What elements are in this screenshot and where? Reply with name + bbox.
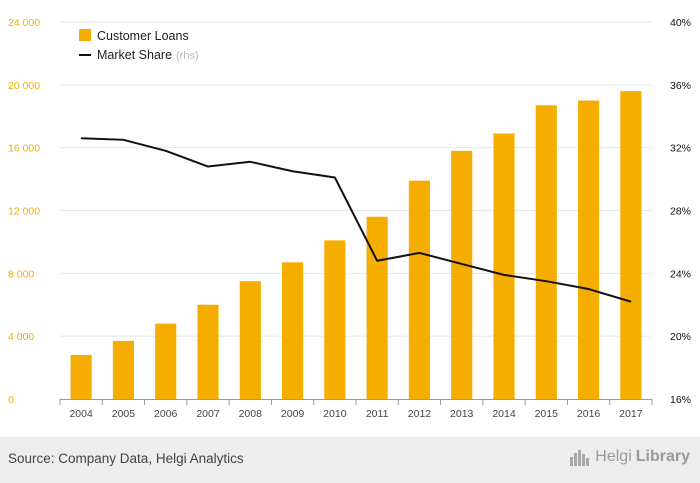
x-tick-label: 2011	[366, 408, 389, 420]
legend-swatch-customer-loans	[79, 29, 91, 41]
bar	[239, 281, 261, 399]
x-tick-label: 2007	[196, 408, 220, 420]
bar	[620, 91, 642, 399]
chart: 0 4 000 8 000 12 000 16 000 20 000 24 000 16% 20…	[8, 17, 691, 420]
y-left-tick-label: 8 000	[8, 268, 34, 280]
bar	[578, 100, 600, 400]
y-left-tick-label: 0	[8, 394, 14, 406]
bar	[197, 304, 219, 399]
market-share-line	[81, 137, 632, 303]
y-left-tick-label: 24 000	[8, 17, 40, 29]
x-tick-label: 2004	[69, 408, 93, 420]
market-share-point	[503, 274, 505, 276]
footer: Source: Company Data, Helgi Analytics He…	[0, 437, 700, 483]
market-share-point	[588, 288, 590, 290]
x-tick-label: 2013	[450, 408, 474, 420]
brand-helgi: Helgi	[595, 448, 632, 465]
x-tick-label: 2008	[239, 408, 263, 420]
legend-suffix-rhs: (rhs)	[176, 50, 199, 62]
bar	[408, 180, 430, 399]
x-tick-label: 2005	[112, 408, 136, 420]
market-share-point	[292, 170, 294, 172]
brand-logo: Helgi Library	[569, 448, 690, 466]
market-share-point	[630, 301, 632, 303]
y-left-tick-label: 16 000	[8, 143, 40, 155]
market-share-point	[207, 166, 209, 168]
legend-label-customer-loans: Customer Loans	[97, 29, 189, 43]
market-share-point	[545, 280, 547, 282]
y-right-tick-label: 36%	[670, 80, 691, 92]
market-share-point	[461, 263, 463, 265]
y-right-tick-label: 16%	[670, 394, 691, 406]
bar	[451, 150, 473, 399]
y-right-tick-label: 32%	[670, 143, 691, 155]
x-tick-label: 2016	[577, 408, 601, 420]
y-left-tick-label: 4 000	[8, 331, 34, 343]
bar	[493, 133, 515, 399]
y-right-tick-label: 40%	[670, 17, 691, 29]
x-tick-label: 2010	[323, 408, 347, 420]
y-right-tick-label: 20%	[670, 331, 691, 343]
legend-label-market-share: Market Share	[97, 48, 172, 62]
bar	[282, 262, 304, 399]
y-left-tick-label: 20 000	[8, 80, 40, 92]
x-tick-label: 2017	[619, 408, 643, 420]
bar	[535, 105, 557, 400]
bar	[366, 216, 388, 399]
market-share-point	[249, 161, 251, 163]
y-right-tick-label: 24%	[670, 268, 691, 280]
bar	[70, 355, 92, 399]
market-share-point	[376, 260, 378, 262]
city-skyline-icon	[570, 450, 590, 466]
bar	[155, 323, 177, 399]
bar	[112, 340, 134, 399]
bar	[324, 240, 346, 399]
x-tick-label: 2015	[535, 408, 559, 420]
x-tick-label: 2012	[408, 408, 432, 420]
brand-library: Library	[635, 448, 690, 465]
x-tick-label: 2006	[154, 408, 178, 420]
y-right-tick-label: 28%	[670, 206, 691, 218]
market-share-point	[334, 177, 336, 179]
market-share-point	[165, 150, 167, 152]
x-tick-label: 2014	[492, 408, 516, 420]
source-text: Source: Company Data, Helgi Analytics	[8, 451, 244, 466]
x-tick-label: 2009	[281, 408, 305, 420]
market-share-point	[122, 139, 124, 141]
market-share-point	[80, 137, 82, 139]
market-share-point	[418, 252, 420, 254]
y-left-tick-label: 12 000	[8, 206, 40, 218]
